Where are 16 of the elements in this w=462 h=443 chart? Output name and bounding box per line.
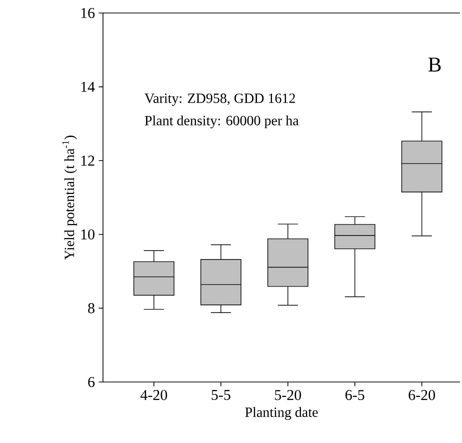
annotation: Varity: ZD958, GDD 1612 [144,94,295,106]
annotation: Plant density: 60000 per ha [144,115,299,128]
y-tick-label: 12 [81,156,94,166]
y-axis-title: Yield potential (t ha$^{-1}$) [62,136,77,260]
x-tick-label: 6-20 [408,390,435,400]
annotation: B [428,58,441,72]
x-tick-label: 4-20 [140,390,168,400]
y-tick-label: 16 [81,8,95,18]
y-tick-label: 6 [88,376,95,388]
x-axis-title: Planting date [245,407,318,420]
y-tick-label: 14 [81,82,95,92]
x-tick-label: 6-5 [345,390,364,400]
y-tick-label: 10 [81,229,94,240]
x-tick-label: 5-5 [212,390,230,400]
y-tick-label: 8 [88,303,94,314]
x-tick-label: 5-20 [274,390,302,400]
